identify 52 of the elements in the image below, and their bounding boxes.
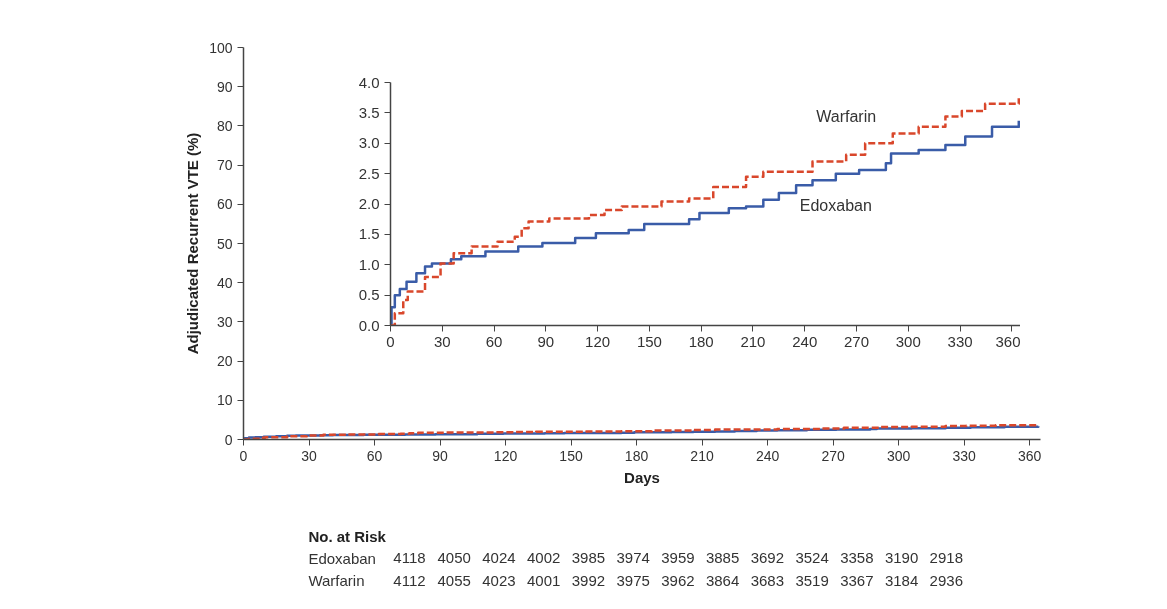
x-tick-label: 240 <box>792 332 818 350</box>
y-tick-label: 10 <box>216 392 233 409</box>
y-tick-label: 20 <box>216 353 233 370</box>
series-label: Edoxaban <box>799 196 872 214</box>
y-tick-label: 0.5 <box>358 286 380 304</box>
y-tick-label: 1.5 <box>358 225 380 243</box>
x-tick-label: 360 <box>995 332 1021 350</box>
y-tick-label: 60 <box>216 196 233 213</box>
x-tick-label: 90 <box>537 332 555 350</box>
x-tick-label: 0 <box>386 332 395 350</box>
y-tick-label: 90 <box>216 78 233 95</box>
y-tick-label: 3.0 <box>358 134 380 152</box>
x-tick-label: 210 <box>690 447 714 464</box>
x-tick-label: 30 <box>433 332 451 350</box>
y-tick-label: 4.0 <box>358 73 380 91</box>
y-tick-label: 1.0 <box>358 255 380 273</box>
x-tick-label: 300 <box>886 447 911 464</box>
y-tick-label: 100 <box>209 39 233 56</box>
x-tick-label: 270 <box>844 332 870 350</box>
x-tick-label: 180 <box>688 332 714 350</box>
text: No. at Risk <box>308 527 387 545</box>
x-tick-label: 120 <box>585 332 611 350</box>
x-tick-label: 360 <box>1017 447 1042 464</box>
series-label: Warfarin <box>816 107 877 125</box>
y-tick-label: 0.0 <box>358 316 380 334</box>
x-tick-label: 150 <box>559 447 583 464</box>
x-tick-label: 300 <box>895 332 921 350</box>
y-tick-label: 40 <box>216 274 233 291</box>
y-tick-label: 0 <box>224 431 233 448</box>
x-tick-label: 0 <box>239 447 248 464</box>
x-tick-label: 30 <box>301 447 318 464</box>
x-tick-label: 90 <box>432 447 449 464</box>
x-tick-label: 60 <box>485 332 503 350</box>
y-tick-label: 3.5 <box>358 103 380 121</box>
x-tick-label: 120 <box>493 447 518 464</box>
y-tick-label: 50 <box>216 235 233 252</box>
x-tick-label: 270 <box>821 447 845 464</box>
x-tick-label: 180 <box>624 447 649 464</box>
x-tick-label: 330 <box>952 447 976 464</box>
x-tick-label: 150 <box>636 332 662 350</box>
x-tick-label: 210 <box>740 332 766 350</box>
y-axis-title: Adjudicated Recurrent VTE (%) <box>184 132 202 355</box>
x-tick-label: 330 <box>947 332 973 350</box>
y-tick-label: 2.5 <box>358 164 380 182</box>
y-tick-label: 80 <box>216 117 233 134</box>
y-tick-label: 70 <box>216 157 233 174</box>
y-tick-label: 30 <box>216 313 233 330</box>
text: Warfarin 4112 4055 4023 4001 3992 3975 3962 3864 3683 3519 3367 3184 2936 <box>308 571 963 590</box>
x-axis-title: Days <box>624 468 660 486</box>
y-tick-label: 2.0 <box>358 195 380 212</box>
x-tick-label: 240 <box>755 447 780 464</box>
text: Edoxaban 4118 4050 4024 4002 3985 3974 3959 3885 3692 3524 3358 3190 2918 <box>308 549 963 567</box>
